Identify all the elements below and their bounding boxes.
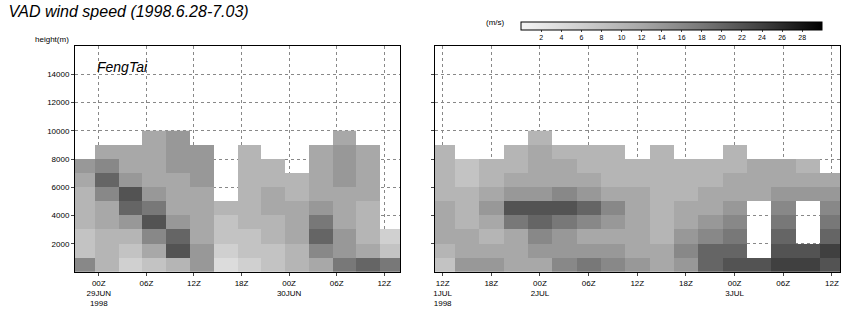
svg-text:FengTai: FengTai [97, 59, 148, 75]
svg-text:16: 16 [678, 34, 686, 41]
svg-text:8000: 8000 [52, 155, 70, 164]
svg-text:4: 4 [559, 34, 563, 41]
svg-text:24: 24 [758, 34, 766, 41]
svg-text:(m/s): (m/s) [486, 18, 505, 27]
svg-text:06Z: 06Z [139, 279, 153, 288]
svg-text:18: 18 [698, 34, 706, 41]
svg-text:18Z: 18Z [484, 279, 498, 288]
svg-text:12Z: 12Z [630, 279, 644, 288]
svg-text:6: 6 [579, 34, 583, 41]
svg-text:26: 26 [778, 34, 786, 41]
svg-text:18Z: 18Z [235, 279, 249, 288]
svg-text:2000: 2000 [52, 240, 70, 249]
svg-text:00Z29JUN1998: 00Z29JUN1998 [87, 279, 112, 309]
svg-text:12: 12 [638, 34, 646, 41]
svg-text:14000: 14000 [47, 70, 70, 79]
svg-text:00Z3JUL: 00Z3JUL [725, 279, 744, 298]
svg-text:10: 10 [618, 34, 626, 41]
svg-text:12Z1JUL1998: 12Z1JUL1998 [433, 279, 452, 309]
svg-text:10000: 10000 [47, 127, 70, 136]
svg-text:06Z: 06Z [776, 279, 790, 288]
svg-text:22: 22 [738, 34, 746, 41]
svg-text:06Z: 06Z [582, 279, 596, 288]
svg-text:14: 14 [658, 34, 666, 41]
svg-text:06Z: 06Z [330, 279, 344, 288]
svg-text:height(m): height(m) [35, 35, 69, 44]
svg-text:6000: 6000 [52, 183, 70, 192]
svg-text:12Z: 12Z [825, 279, 839, 288]
svg-text:12000: 12000 [47, 98, 70, 107]
svg-text:28: 28 [798, 34, 806, 41]
svg-text:18Z: 18Z [679, 279, 693, 288]
svg-text:8: 8 [600, 34, 604, 41]
svg-text:VAD wind speed (1998.6.28-7.03: VAD wind speed (1998.6.28-7.03) [9, 3, 249, 20]
svg-text:00Z30JUN: 00Z30JUN [277, 279, 302, 298]
svg-text:12Z: 12Z [377, 279, 391, 288]
svg-text:20: 20 [718, 34, 726, 41]
svg-text:00Z2JUL: 00Z2JUL [531, 279, 550, 298]
svg-text:2: 2 [539, 34, 543, 41]
svg-text:4000: 4000 [52, 211, 70, 220]
svg-text:12Z: 12Z [187, 279, 201, 288]
